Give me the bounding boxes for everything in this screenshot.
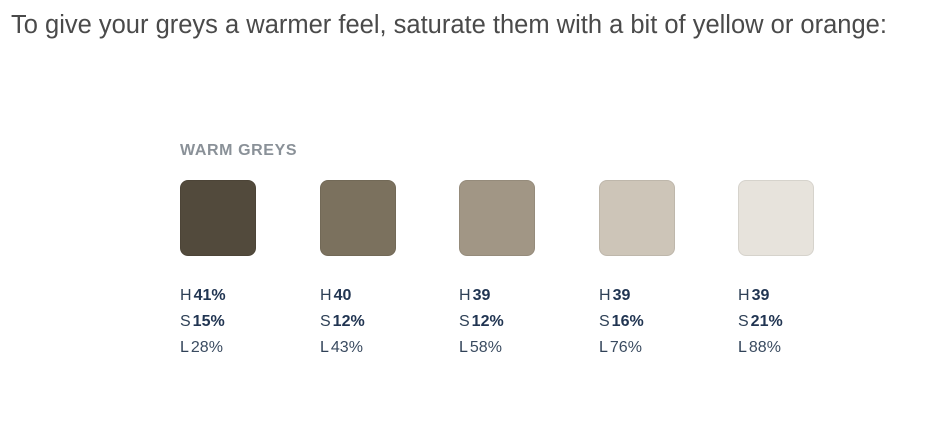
hsl-values: H 39 S 16% L 76% bbox=[599, 283, 699, 361]
hue-value: H 40 bbox=[320, 287, 352, 304]
intro-paragraph: To give your greys a warmer feel, satura… bbox=[11, 11, 887, 39]
hsl-values: H 40 S 12% L 43% bbox=[320, 283, 420, 361]
swatch-column: H 41% S 15% L 28% bbox=[180, 180, 280, 361]
hsl-values: H 41% S 15% L 28% bbox=[180, 283, 280, 361]
saturation-value: S 16% bbox=[599, 313, 644, 330]
lightness-value: L 58% bbox=[459, 339, 502, 356]
hue-value: H 39 bbox=[459, 287, 491, 304]
color-swatch bbox=[180, 180, 256, 256]
hue-value: H 39 bbox=[599, 287, 631, 304]
lightness-value: L 76% bbox=[599, 339, 642, 356]
swatch-column: H 40 S 12% L 43% bbox=[320, 180, 420, 361]
palette-title: WARM GREYS bbox=[180, 142, 298, 159]
color-swatch bbox=[599, 180, 675, 256]
saturation-value: S 15% bbox=[180, 313, 225, 330]
hue-value: H 41% bbox=[180, 287, 226, 304]
lightness-value: L 88% bbox=[738, 339, 781, 356]
hsl-values: H 39 S 12% L 58% bbox=[459, 283, 559, 361]
swatch-column: H 39 S 12% L 58% bbox=[459, 180, 559, 361]
swatch-column: H 39 S 21% L 88% bbox=[738, 180, 838, 361]
lightness-value: L 28% bbox=[180, 339, 223, 356]
hsl-values: H 39 S 21% L 88% bbox=[738, 283, 838, 361]
color-swatch bbox=[320, 180, 396, 256]
swatch-column: H 39 S 16% L 76% bbox=[599, 180, 699, 361]
lightness-value: L 43% bbox=[320, 339, 363, 356]
saturation-value: S 12% bbox=[320, 313, 365, 330]
hue-value: H 39 bbox=[738, 287, 770, 304]
warm-greys-palette: WARM GREYS H 41% S 15% L 28% H 40 S 12% L 43% … bbox=[180, 141, 814, 356]
saturation-value: S 21% bbox=[738, 313, 783, 330]
color-swatch bbox=[738, 180, 814, 256]
saturation-value: S 12% bbox=[459, 313, 504, 330]
color-swatch bbox=[459, 180, 535, 256]
